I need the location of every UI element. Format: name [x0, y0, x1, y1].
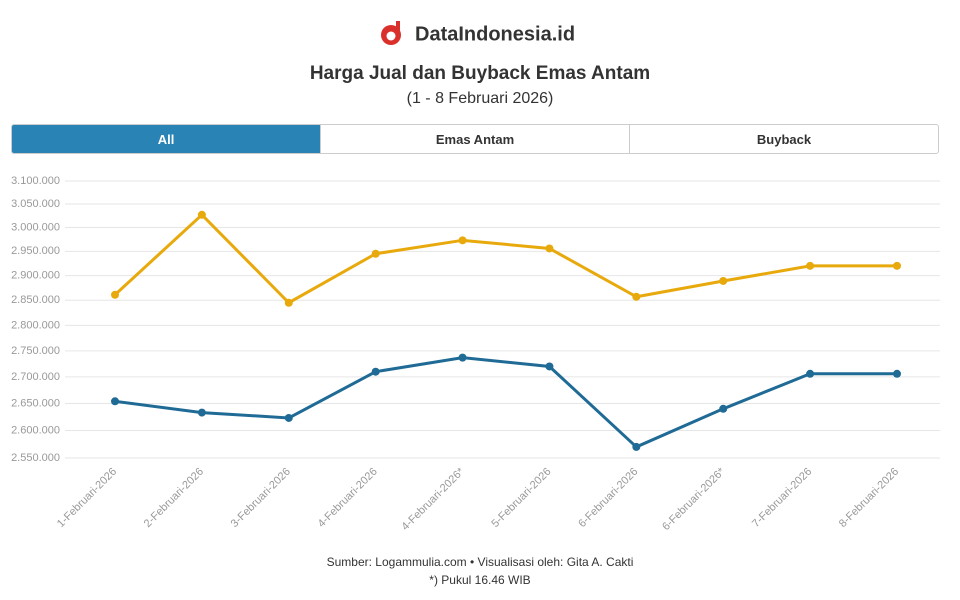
brand: DataIndonesia.id — [415, 23, 575, 45]
y-tick-label: 2.750.000 — [11, 345, 60, 357]
x-tick-label: 2-Februari-2026 — [142, 466, 206, 530]
series-line — [114, 356, 897, 449]
data-point — [197, 408, 206, 417]
data-point — [545, 244, 554, 253]
tab[interactable]: Buyback — [629, 125, 938, 153]
series-line — [113, 212, 897, 305]
note: *) Pukul 16.46 WIB — [429, 573, 530, 587]
logo-icon-stem — [396, 21, 400, 37]
x-tick-label: 6-Februari-2026* — [660, 465, 728, 533]
data-point — [806, 261, 815, 270]
data-point — [111, 397, 119, 406]
y-tick-label: 2.550.000 — [11, 452, 60, 464]
y-tick-label: 2.650.000 — [11, 397, 60, 409]
data-point — [893, 369, 901, 378]
source: Sumber: Logammulia.com • Visualisasi ole… — [327, 555, 634, 569]
data-point — [371, 249, 380, 258]
x-tick-label: 4-Februari-2026* — [399, 465, 467, 533]
data-point — [458, 236, 467, 245]
y-tick-label: 3.050.000 — [11, 198, 60, 210]
y-tick-label: 3.100.000 — [11, 175, 60, 187]
x-tick-label: 7-Februari-2026 — [750, 466, 814, 530]
data-point — [806, 369, 815, 378]
data-point — [719, 276, 728, 285]
chart-subtitle: (1 - 8 Februari 2026) — [407, 90, 554, 107]
tab[interactable]: Emas Antam — [320, 125, 629, 153]
y-tick-label: 3.000.000 — [11, 221, 60, 233]
data-point — [458, 353, 467, 362]
x-tick-label: 8-Februari-2026 — [837, 466, 901, 530]
data-point — [284, 298, 293, 307]
logo-icon-hole — [386, 31, 396, 41]
data-point — [632, 442, 641, 451]
data-point — [893, 261, 901, 270]
data-point — [197, 210, 206, 219]
x-tick-label: 3-Februari-2026 — [229, 466, 293, 530]
y-tick-label: 2.900.000 — [11, 269, 60, 281]
x-tick-label: 4-Februari-2026 — [316, 466, 380, 530]
data-point — [284, 413, 293, 422]
y-tick-label: 2.700.000 — [11, 371, 60, 383]
y-tick-label: 2.950.000 — [11, 245, 60, 257]
data-point — [719, 404, 728, 413]
x-tick-label: 6-Februari-2026 — [576, 466, 640, 530]
tab[interactable]: All — [12, 125, 320, 153]
data-point — [632, 292, 641, 301]
data-point — [545, 362, 554, 371]
y-tick-label: 2.800.000 — [11, 319, 60, 331]
x-tick-label: 5-Februari-2026 — [489, 466, 553, 530]
y-tick-label: 2.850.000 — [11, 294, 60, 306]
x-tick-label: 1-Februari-2026 — [55, 466, 119, 530]
chart-title: Harga Jual dan Buyback Emas Antam — [310, 63, 650, 84]
data-point — [371, 367, 380, 376]
y-tick-label: 2.600.000 — [11, 424, 60, 436]
tab-bar: All Emas Antam Buyback — [11, 124, 939, 154]
data-point — [111, 290, 119, 299]
